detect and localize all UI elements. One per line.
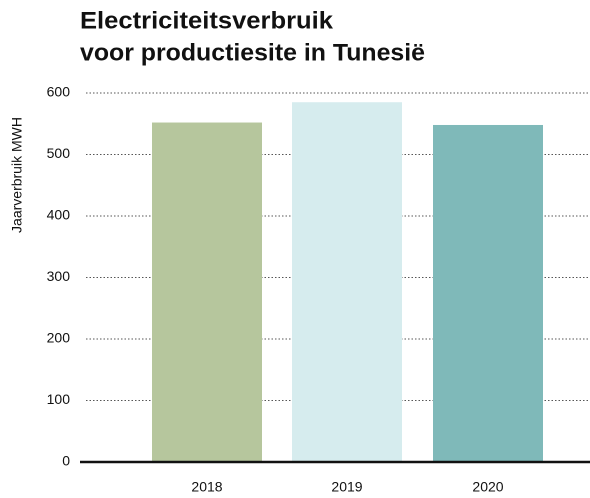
bar [292, 102, 402, 462]
y-tick-label: 0 [62, 453, 70, 469]
y-tick-label: 200 [47, 330, 71, 346]
y-tick-label: 500 [47, 145, 71, 161]
x-tick-label: 2018 [191, 479, 222, 495]
y-tick-label: 400 [47, 207, 71, 223]
chart-title: voor productiesite in Tunesië [80, 39, 425, 66]
y-axis-label: Jaarverbruik MWH [9, 117, 25, 233]
x-tick-label: 2020 [472, 479, 503, 495]
bar [152, 122, 262, 463]
y-tick-label: 600 [47, 84, 71, 100]
chart-title: Electriciteitsverbruik [80, 7, 334, 34]
y-tick-label: 300 [47, 268, 71, 284]
y-tick-label: 100 [47, 391, 71, 407]
bar [433, 124, 543, 462]
x-tick-label: 2019 [331, 479, 362, 495]
